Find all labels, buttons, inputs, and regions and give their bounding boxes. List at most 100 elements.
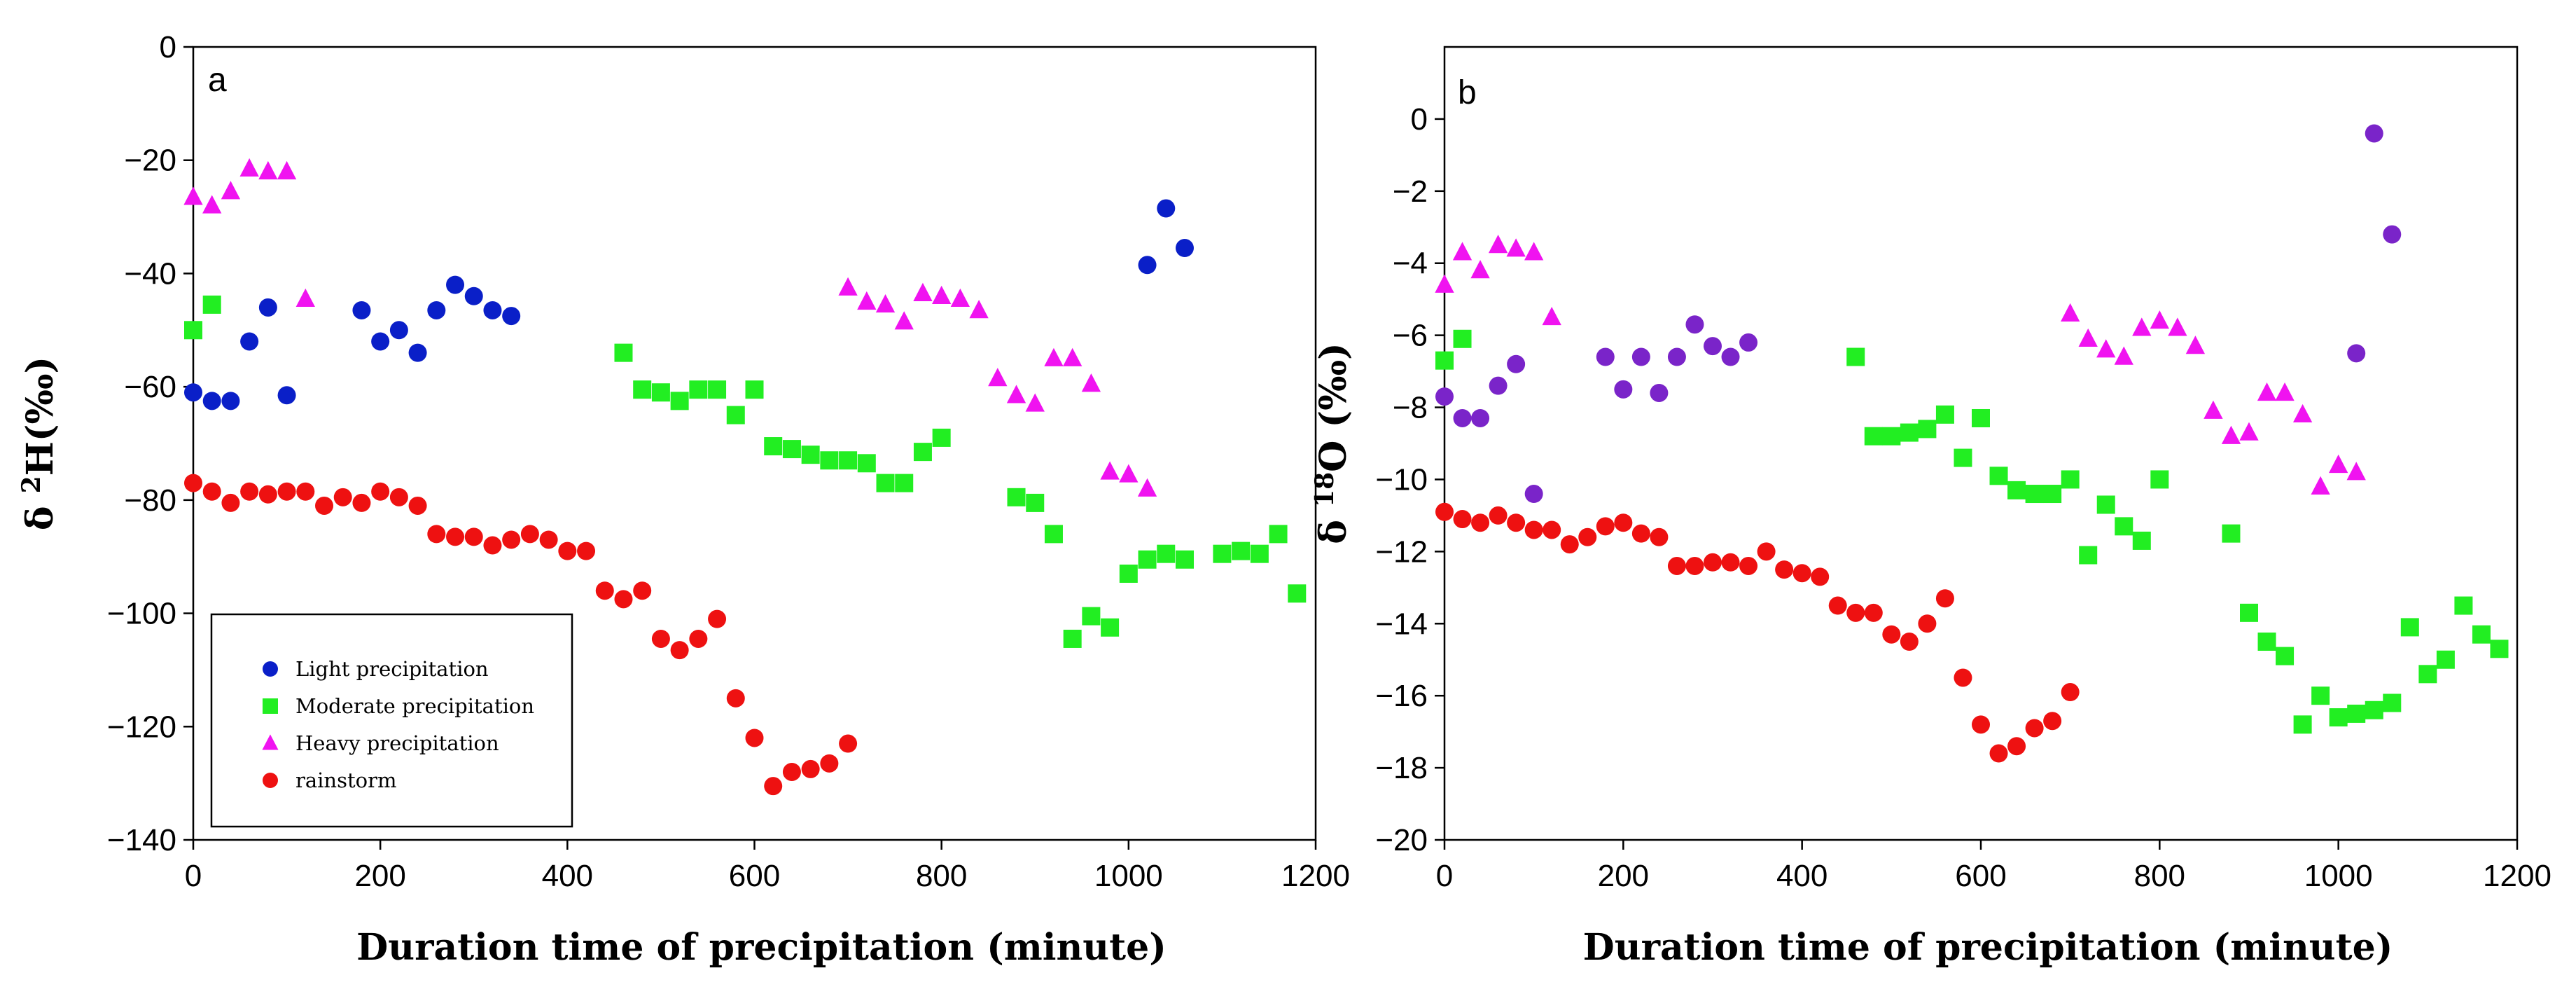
data-point-moderate — [1063, 629, 1082, 648]
data-point-moderate — [2007, 481, 2026, 499]
data-point-moderate — [2061, 470, 2080, 489]
data-point-moderate — [1007, 488, 1026, 506]
data-point-rainstorm — [371, 482, 390, 501]
data-point-moderate — [614, 343, 633, 362]
data-point-heavy — [2311, 476, 2330, 495]
y-tick-label: −60 — [124, 370, 176, 404]
data-point-heavy — [1119, 464, 1139, 483]
data-point-moderate — [2276, 647, 2295, 665]
data-point-heavy — [1452, 242, 1473, 261]
data-point-rainstorm — [296, 482, 315, 501]
data-point-moderate — [2436, 650, 2455, 669]
data-point-heavy — [2275, 382, 2295, 401]
series-heavy — [1435, 235, 2366, 495]
y-tick-label: −120 — [107, 710, 176, 744]
y-tick-label: −16 — [1375, 679, 1428, 713]
data-point-heavy — [1044, 347, 1064, 366]
data-point-moderate — [2043, 485, 2062, 504]
data-point-moderate — [2400, 618, 2419, 637]
data-point-rainstorm — [1667, 556, 1686, 575]
data-point-moderate — [1972, 408, 1990, 427]
data-point-rainstorm — [558, 541, 577, 560]
data-point-rainstorm — [1757, 542, 1776, 561]
legend-label-light: Light precipitation — [295, 657, 489, 681]
data-point-moderate — [1157, 544, 1176, 563]
data-point-moderate — [2454, 596, 2473, 615]
data-point-light — [277, 386, 296, 405]
series-rainstorm — [1435, 502, 2080, 763]
y-tick-label: −100 — [107, 597, 176, 631]
data-point-rainstorm — [782, 762, 801, 781]
x-tick-label: 0 — [185, 859, 202, 893]
y-tick-label: −8 — [1393, 391, 1428, 425]
data-point-heavy — [1100, 461, 1120, 480]
data-point-light — [1704, 337, 1722, 356]
data-point-moderate — [1138, 550, 1157, 569]
data-point-light — [464, 287, 483, 305]
data-point-rainstorm — [539, 530, 558, 549]
data-point-moderate — [764, 437, 783, 456]
data-point-light — [2347, 344, 2366, 363]
data-point-rainstorm — [427, 525, 446, 544]
data-point-moderate — [2240, 603, 2258, 622]
y-tick-label: 0 — [1411, 102, 1428, 137]
data-point-moderate — [1453, 329, 1472, 348]
data-point-rainstorm — [1453, 510, 1472, 529]
data-point-moderate — [1846, 347, 1865, 366]
legend-box — [210, 613, 573, 828]
y-tick-label: −140 — [107, 823, 176, 857]
data-point-rainstorm — [1972, 715, 1990, 734]
data-point-light — [408, 343, 427, 362]
data-point-moderate — [2025, 485, 2044, 504]
data-point-rainstorm — [726, 689, 745, 707]
data-point-moderate — [184, 321, 202, 340]
data-point-rainstorm — [2061, 683, 2080, 702]
y-tick-label: −2 — [1393, 174, 1428, 209]
data-point-moderate — [2472, 625, 2491, 644]
data-point-heavy — [277, 160, 297, 180]
series-light — [1435, 124, 2402, 504]
x-tick-label: 600 — [729, 859, 780, 893]
data-point-heavy — [2203, 400, 2223, 419]
data-point-moderate — [1232, 541, 1251, 560]
data-point-moderate — [1435, 351, 1454, 370]
data-point-rainstorm — [1631, 524, 1650, 543]
data-point-heavy — [988, 368, 1008, 387]
data-point-moderate — [1269, 525, 1288, 544]
data-point-light — [1453, 408, 1472, 427]
data-point-light — [2365, 124, 2383, 143]
data-point-heavy — [2346, 462, 2366, 481]
data-point-moderate — [2311, 686, 2330, 705]
data-point-rainstorm — [1935, 589, 1954, 608]
data-point-light — [1507, 354, 1526, 373]
data-point-moderate — [2418, 665, 2437, 684]
data-point-light — [202, 392, 221, 410]
data-point-rainstorm — [839, 734, 858, 753]
x-tick-label: 1200 — [1281, 859, 1350, 893]
data-point-rainstorm — [315, 496, 334, 515]
data-point-rainstorm — [1685, 556, 1704, 575]
data-point-light — [1650, 383, 1669, 402]
data-point-heavy — [950, 288, 970, 308]
data-point-heavy — [932, 285, 952, 304]
data-point-light — [1721, 347, 1740, 366]
data-point-rainstorm — [1846, 603, 1865, 622]
data-point-moderate — [1175, 550, 1194, 569]
data-point-rainstorm — [1524, 520, 1543, 539]
data-point-moderate — [1935, 405, 1954, 424]
legend-label-heavy: Heavy precipitation — [295, 731, 499, 755]
legend-marker-rainstorm — [263, 773, 278, 788]
y-tick-label: −20 — [124, 144, 176, 178]
x-tick-label: 600 — [1955, 859, 2006, 893]
data-point-moderate — [1882, 427, 1901, 446]
data-point-heavy — [2096, 339, 2116, 358]
data-point-rainstorm — [408, 496, 427, 515]
data-point-heavy — [2185, 336, 2206, 354]
data-point-heavy — [2114, 346, 2133, 365]
data-point-moderate — [708, 380, 727, 399]
data-point-heavy — [1506, 238, 1526, 257]
data-point-moderate — [2329, 708, 2348, 727]
data-point-rainstorm — [277, 482, 296, 501]
data-point-rainstorm — [1918, 614, 1937, 633]
